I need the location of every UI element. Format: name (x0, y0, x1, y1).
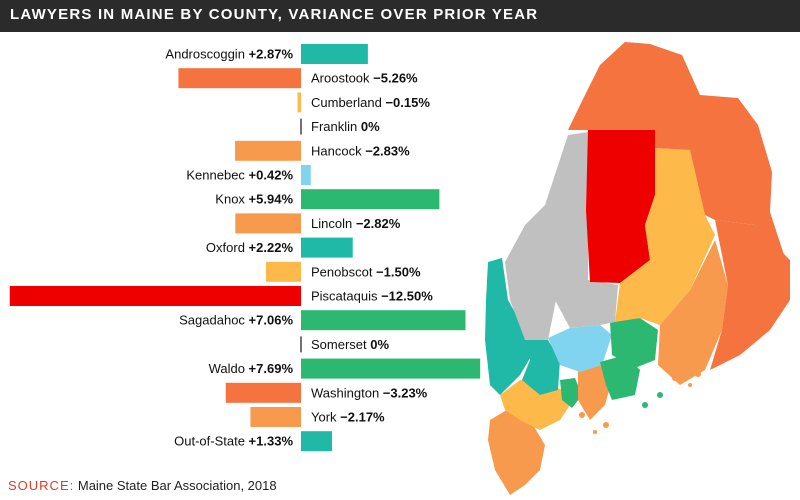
bar-label: Androscoggin +2.87% (165, 47, 293, 62)
bar-label: Penobscot −1.50% (311, 264, 421, 279)
source-label: SOURCE: (8, 478, 75, 493)
map-island (579, 412, 585, 418)
map-island (695, 371, 701, 377)
bar-label: Franklin 0% (311, 119, 380, 134)
map-county-kennebec (548, 325, 612, 372)
map-county-oxford (485, 258, 535, 395)
map-county-aroostook (568, 42, 785, 258)
bar (301, 189, 440, 210)
map-island (642, 402, 648, 408)
bar-label: Oxford +2.22% (206, 240, 294, 255)
bar (235, 140, 301, 161)
bar (235, 213, 301, 234)
map-county-somerset (545, 132, 618, 328)
bar (178, 68, 301, 89)
bar-label: York −2.17% (311, 410, 385, 425)
title-bar: LAWYERS IN MAINE BY COUNTY, VARIANCE OVE… (0, 0, 800, 32)
bar (301, 310, 466, 331)
chart-title: LAWYERS IN MAINE BY COUNTY, VARIANCE OVE… (10, 6, 539, 23)
map-island (688, 383, 692, 387)
map-county-york (488, 405, 545, 495)
map-county-knox (600, 355, 640, 400)
map-county-piscataquis (586, 130, 655, 283)
bar (9, 286, 301, 306)
bar (301, 237, 353, 258)
source-note: SOURCE: Maine State Bar Association, 201… (8, 478, 277, 493)
map-island (657, 392, 663, 398)
bar (297, 92, 301, 113)
source-text: Maine State Bar Association, 2018 (77, 478, 277, 493)
map-county-waldo (610, 318, 658, 368)
bar (301, 44, 368, 64)
bar-label: Out-of-State +1.33% (174, 434, 293, 449)
map-county-androscoggin (522, 340, 560, 395)
bar (301, 431, 332, 452)
bar (266, 261, 301, 282)
map-island (593, 430, 597, 434)
map-county-cumberland (500, 380, 572, 430)
bar-label: Washington −3.23% (311, 385, 428, 400)
bar-label: Knox +5.94% (215, 192, 293, 207)
bar-label: Lincoln −2.82% (311, 216, 401, 231)
bar-label: Aroostook −5.26% (311, 71, 418, 86)
bar (301, 358, 481, 379)
map-county-lincoln (578, 362, 612, 420)
map-county-sagadahoc (560, 378, 582, 408)
map-county-washington (710, 220, 790, 370)
bar-label: Kennebec +0.42% (186, 168, 293, 183)
bar-label: Waldo +7.69% (209, 361, 294, 376)
bar-label: Hancock −2.83% (311, 143, 410, 158)
map-island (603, 422, 609, 428)
map-county-hancock (658, 240, 728, 385)
bar (250, 407, 301, 427)
maine-county-map (485, 42, 790, 495)
bar (225, 382, 301, 403)
bar-label: Sagadahoc +7.06% (179, 313, 293, 328)
bar-label: Somerset 0% (311, 337, 389, 352)
bar-label: Cumberland −0.15% (311, 95, 430, 110)
bar-label: Piscataquis −12.50% (311, 289, 433, 304)
map-county-penobscot (615, 148, 715, 325)
bar-chart: Androscoggin +2.87% Aroostook −5.26% Cumbe… (9, 44, 481, 452)
bar (301, 165, 311, 185)
map-county-franklin (505, 205, 558, 340)
map-island (672, 375, 678, 381)
